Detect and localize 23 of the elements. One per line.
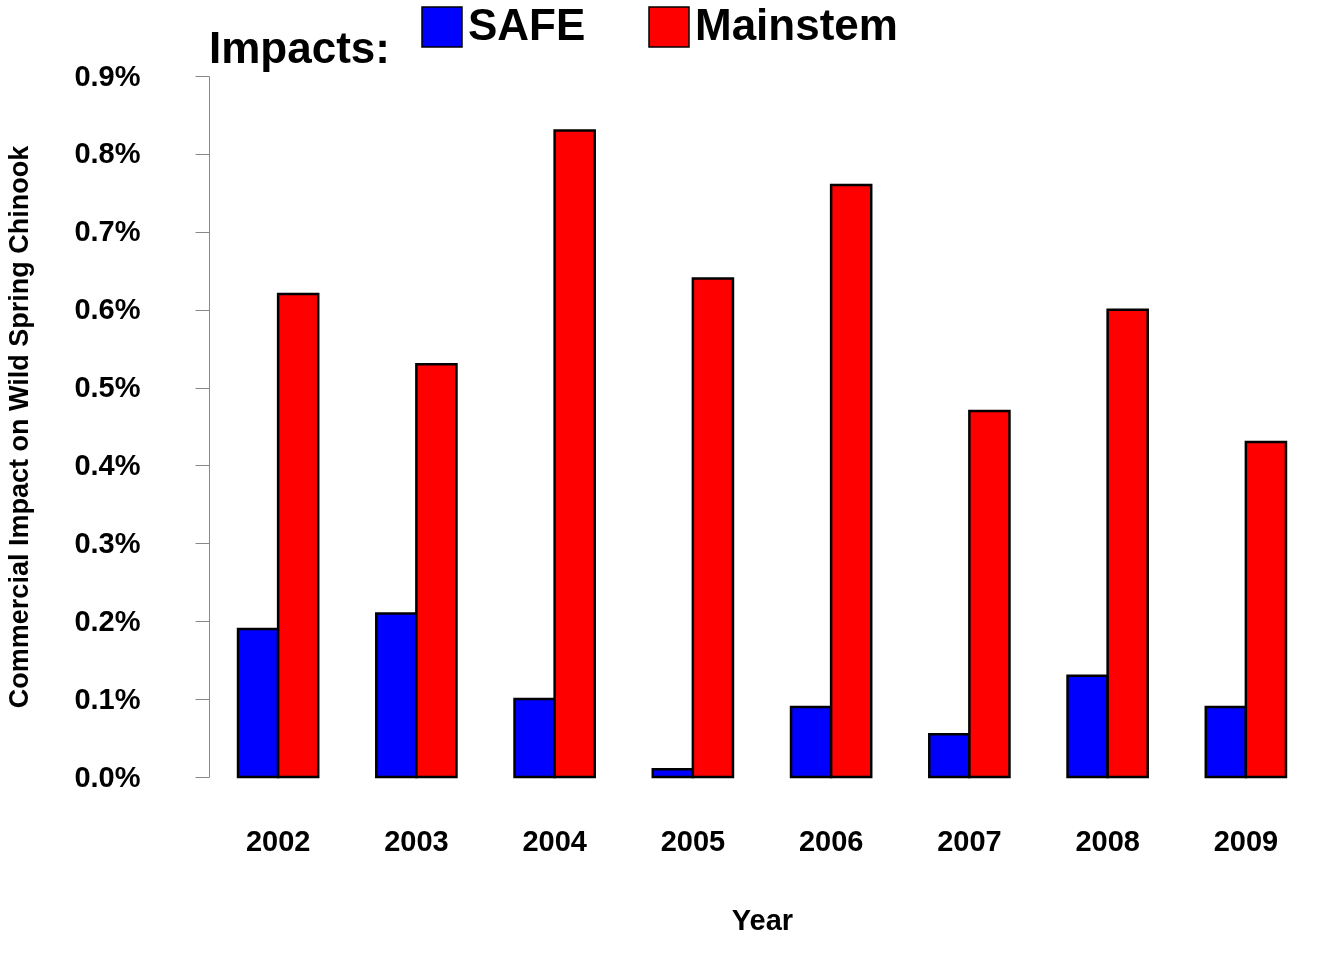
y-axis-title: Commercial Impact on Wild Spring Chinook [4,144,35,709]
y-tick-label: 0.4% [74,448,141,481]
y-tick-label: 0.0% [74,760,141,793]
x-tick-label: 2002 [245,824,311,857]
x-tick-label: 2003 [384,824,449,857]
x-tick-label: 2009 [1213,824,1279,857]
y-tick-label: 0.9% [74,59,141,92]
x-tick-label: 2005 [660,824,726,857]
y-tick-label: 0.6% [74,293,141,326]
legend-title: Impacts: [209,23,390,72]
y-tick-label: 0.1% [74,682,141,715]
x-tick-label: 2008 [1075,824,1140,857]
legend-label: SAFE [468,0,586,49]
y-tick-label: 0.8% [74,137,141,170]
y-tick-label: 0.7% [74,215,141,248]
y-tick-label: 0.3% [74,526,141,559]
legend-label: Mainstem [695,0,898,49]
y-tick-label: 0.5% [74,371,141,404]
x-tick-label: 2007 [937,824,1002,857]
y-tick-label: 0.2% [74,604,141,637]
x-tick-label: 2004 [522,824,587,857]
x-tick-label: 2006 [798,824,864,857]
x-axis-title: Year [731,903,794,936]
